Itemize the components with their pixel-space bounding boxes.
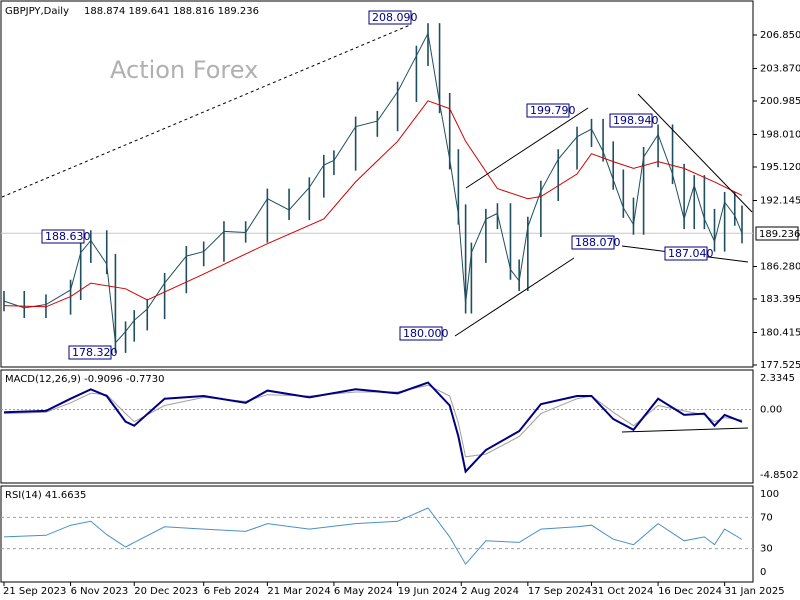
- x-tick-label: 31 Jan 2025: [725, 586, 785, 597]
- price-title: GBPJPY,Daily: [5, 6, 69, 17]
- price-panel-frame: [0, 0, 754, 368]
- price-tick-label: 195.120: [760, 162, 800, 173]
- price-tick-label: 177.525: [760, 360, 800, 371]
- x-tick-label: 21 Mar 2024: [267, 586, 330, 597]
- x-tick-label: 17 Sep 2024: [528, 586, 591, 597]
- price-tick-label: 186.280: [760, 261, 800, 272]
- annotation-label: 188.070: [575, 236, 621, 249]
- annotation-box: [526, 103, 570, 118]
- rsi-tick-label: 30: [760, 544, 773, 555]
- annotation-label: 198.940: [613, 114, 659, 127]
- rsi-line: [3, 507, 743, 566]
- channel-lower-line: [454, 257, 575, 337]
- rsi-panel-frame: [0, 485, 754, 583]
- macd-tick-label: 0.00: [760, 405, 782, 416]
- price-tick-label: 206.850: [760, 30, 800, 41]
- x-tick-label: 2 Aug 2024: [461, 586, 519, 597]
- rsi-tick-label: 0: [760, 567, 766, 578]
- price-tick-label: 180.415: [760, 327, 800, 338]
- x-tick-label: 6 May 2024: [334, 586, 393, 597]
- annotation-box: [399, 326, 443, 341]
- macd-tick-label: 2.3345: [760, 373, 795, 384]
- rsi-tick-label: 100: [760, 489, 779, 500]
- annotation-label: 187.040: [668, 247, 714, 260]
- annotation-box: [571, 235, 615, 250]
- x-tick-label: 6 Nov 2023: [71, 586, 129, 597]
- x-tick-label: 20 Dec 2023: [134, 586, 198, 597]
- watermark: Action Forex: [110, 56, 258, 84]
- annotation-box: [664, 246, 708, 261]
- x-tick-label: 16 Dec 2024: [658, 586, 722, 597]
- price-tick-label: 203.870: [760, 64, 800, 75]
- annotation-box: [609, 113, 653, 128]
- price-line: [3, 31, 743, 344]
- price-tick-label: 183.395: [760, 294, 800, 305]
- price-tick-label: 200.985: [760, 96, 800, 107]
- x-tick-label: 21 Sep 2023: [3, 586, 66, 597]
- macd-tick-label: -4.8502: [760, 470, 799, 481]
- descending-trendline: [637, 93, 753, 213]
- annotation-label: 199.790: [530, 104, 576, 117]
- current-price-box: [755, 226, 799, 241]
- macd-trendline: [621, 427, 749, 433]
- annotation-box: [41, 229, 85, 244]
- channel-upper-line: [465, 107, 589, 189]
- price-tick-label: 198.010: [760, 129, 800, 140]
- long-dotted-trendline: [1, 24, 411, 198]
- macd-signal-line: [3, 384, 743, 458]
- x-tick-label: 31 Oct 2024: [592, 586, 654, 597]
- macd-title: MACD(12,26,9) -0.9096 -0.7730: [5, 374, 165, 385]
- rsi-tick-label: 70: [760, 512, 773, 523]
- annotation-label: 188.630: [45, 230, 91, 243]
- ohlc-header: 188.874 189.641 188.816 189.236: [84, 6, 259, 17]
- annotation-label: 180.000: [403, 327, 449, 340]
- moving-average-line: [3, 100, 743, 308]
- macd-line: [3, 381, 743, 474]
- current-price-label: 189.236: [759, 229, 800, 240]
- annotation-box: [68, 345, 112, 360]
- x-tick-label: 19 Jun 2024: [398, 586, 458, 597]
- x-tick-label: 6 Feb 2024: [204, 586, 260, 597]
- annotation-label: 178.320: [72, 346, 118, 359]
- annotation-label: 208.090: [372, 11, 418, 24]
- rsi-title: RSI(14) 41.6635: [5, 490, 86, 501]
- annotation-box: [368, 10, 412, 25]
- price-tick-label: 192.145: [760, 195, 800, 206]
- macd-panel-frame: [0, 369, 754, 484]
